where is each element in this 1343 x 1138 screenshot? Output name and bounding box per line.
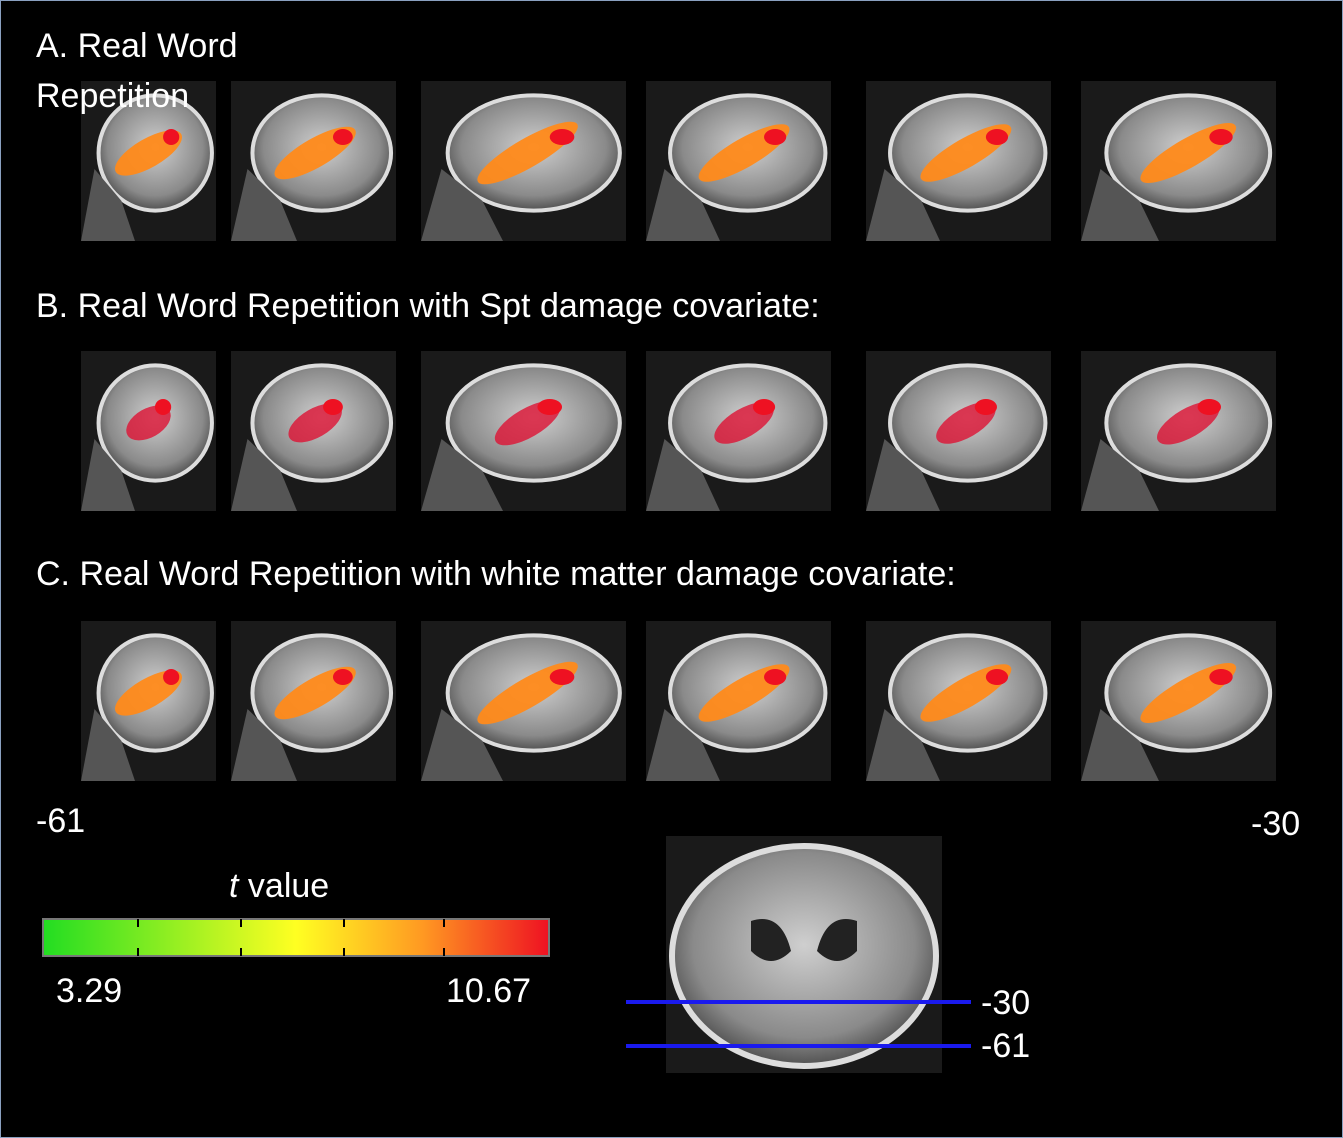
colorbar-ticks (137, 919, 445, 956)
brain-slice (421, 81, 626, 241)
panel-title: C. Real Word Repetition with white matte… (36, 555, 956, 593)
activation (126, 405, 171, 441)
face (646, 169, 720, 241)
slice-left: -61 (36, 802, 86, 840)
face (421, 709, 503, 781)
brain-slice (866, 81, 1051, 241)
brain-slice (1081, 621, 1276, 781)
activation-peak (163, 669, 180, 685)
activation-peak (549, 669, 575, 685)
axial-slice (666, 836, 942, 1073)
brain-slice (421, 351, 626, 511)
face (231, 709, 297, 781)
activation-peak (1209, 669, 1233, 685)
face (1081, 439, 1159, 511)
activation-peak (154, 399, 172, 415)
activation-peak (752, 399, 776, 415)
face (231, 439, 297, 511)
axial-line-label: -30 (981, 984, 1031, 1022)
face (646, 709, 720, 781)
face (81, 709, 135, 781)
brain-slice (866, 351, 1051, 511)
brain-slice (81, 351, 216, 511)
colorbar-label: t value (229, 861, 329, 911)
activation-peak (985, 129, 1009, 145)
face (1081, 709, 1159, 781)
activation-peak (1209, 129, 1233, 145)
face (231, 169, 297, 241)
slice-right: -30 (1251, 805, 1301, 843)
brain-slice (421, 621, 626, 781)
brain-slice (231, 81, 396, 241)
activation-peak (1197, 399, 1222, 415)
activation-peak (323, 399, 343, 415)
brain-slice (81, 621, 216, 781)
colorbar-label-italic: t (229, 867, 239, 905)
brain-slice (646, 351, 831, 511)
face (81, 439, 135, 511)
colorbar-label-text: value (247, 867, 330, 905)
colorbar-min: 3.29 (56, 972, 123, 1010)
colorbar-max: 10.67 (446, 972, 532, 1010)
activation-peak (985, 669, 1009, 685)
activation-peak (764, 669, 787, 685)
brain-slice (231, 351, 396, 511)
face (866, 169, 940, 241)
brain-slice (81, 81, 216, 241)
face (421, 169, 503, 241)
face (1081, 169, 1159, 241)
face (421, 439, 503, 511)
brain-slice (646, 81, 831, 241)
activation-peak (332, 129, 353, 145)
activation-peak (549, 129, 575, 145)
activation-peak (163, 129, 180, 145)
brain-slice (1081, 81, 1276, 241)
face (866, 709, 940, 781)
face (646, 439, 720, 511)
brain-slice (866, 621, 1051, 781)
activation-peak (974, 399, 997, 415)
brain-slice (231, 621, 396, 781)
activation-peak (764, 129, 787, 145)
face (866, 439, 940, 511)
axial-line-label: -61 (981, 1027, 1031, 1065)
activation-peak (537, 399, 563, 415)
panel-title: A. Real Word Repetition (36, 27, 238, 115)
panel-title: B. Real Word Repetition with Spt damage … (36, 287, 820, 325)
colorbar (42, 918, 550, 957)
activation-peak (332, 669, 353, 685)
brain-slice (646, 621, 831, 781)
face (81, 169, 135, 241)
brain-slice (1081, 351, 1276, 511)
